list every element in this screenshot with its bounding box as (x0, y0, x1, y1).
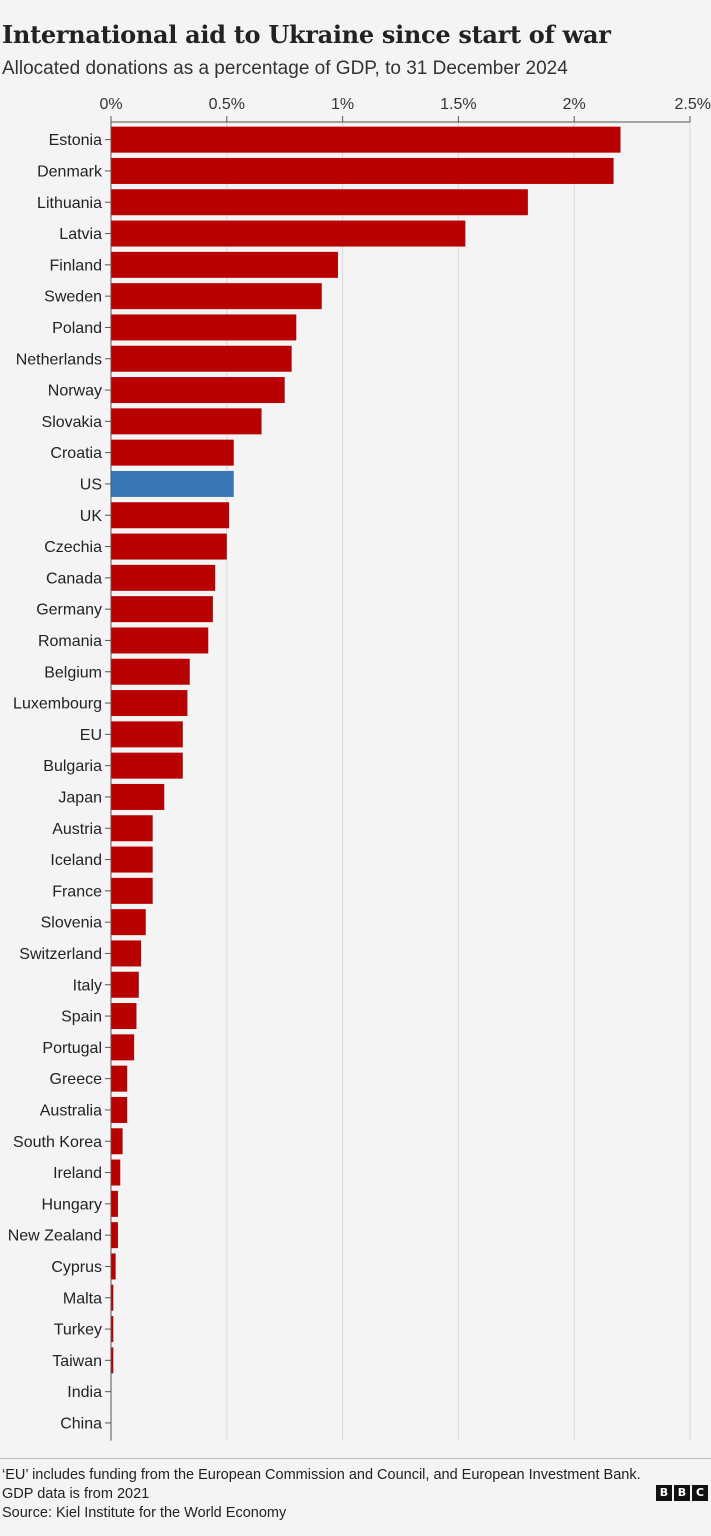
category-label: Australia (40, 1102, 102, 1119)
logo-letter: C (692, 1485, 708, 1501)
bar-italy (111, 971, 139, 998)
category-label: Norway (48, 383, 102, 400)
category-label: Switzerland (19, 946, 102, 963)
logo-letter: B (674, 1485, 690, 1501)
bar-denmark (111, 157, 614, 184)
bar-south-korea (111, 1128, 123, 1155)
bar-france (111, 877, 153, 904)
category-label: Germany (36, 602, 102, 619)
bar-norway (111, 377, 285, 404)
category-label: Bulgaria (43, 758, 102, 775)
category-label: Denmark (37, 163, 103, 180)
bar-germany (111, 596, 213, 623)
category-label: EU (80, 727, 102, 744)
category-label: South Korea (13, 1134, 102, 1151)
bar-ireland (111, 1159, 121, 1186)
bar-malta (111, 1284, 114, 1311)
bar-turkey (111, 1316, 114, 1343)
category-label: Ireland (53, 1165, 102, 1182)
category-label: Poland (52, 320, 102, 337)
footer-source: Source: Kiel Institute for the World Eco… (2, 1505, 287, 1521)
category-label: Portugal (42, 1040, 102, 1057)
category-label: Croatia (50, 445, 102, 462)
footer-divider (0, 1458, 711, 1459)
bbc-logo: B B C (656, 1485, 708, 1501)
category-label: Lithuania (37, 195, 102, 212)
category-label: India (67, 1384, 102, 1401)
logo-letter: B (656, 1485, 672, 1501)
bar-luxembourg (111, 690, 188, 717)
category-label: Taiwan (52, 1353, 102, 1370)
bar-estonia (111, 126, 621, 153)
category-label: Italy (73, 977, 102, 994)
bar-uk (111, 502, 230, 529)
category-label: Finland (50, 257, 102, 274)
category-label: Cyprus (51, 1259, 102, 1276)
category-label: Estonia (49, 132, 102, 149)
category-label: UK (80, 508, 103, 525)
category-label: Romania (38, 633, 102, 650)
x-tick-label: 2.5% (675, 96, 711, 113)
bar-canada (111, 564, 216, 591)
category-label: Luxembourg (13, 696, 102, 713)
x-tick-label: 1% (331, 96, 354, 113)
bar-iceland (111, 846, 153, 873)
bar-greece (111, 1065, 128, 1092)
bar-new-zealand (111, 1222, 118, 1249)
bar-japan (111, 783, 165, 810)
category-label: Slovakia (42, 414, 103, 431)
bar-sweden (111, 283, 322, 310)
bar-lithuania (111, 189, 528, 216)
x-tick-label: 1.5% (440, 96, 476, 113)
bar-us (111, 470, 234, 497)
bar-eu (111, 721, 183, 748)
bar-croatia (111, 439, 234, 466)
category-label: Slovenia (41, 915, 102, 932)
bar-belgium (111, 658, 190, 685)
bar-finland (111, 251, 338, 278)
bar-austria (111, 815, 153, 842)
bar-portugal (111, 1034, 135, 1061)
bar-poland (111, 314, 297, 341)
bar-czechia (111, 533, 227, 560)
bar-hungary (111, 1190, 118, 1217)
category-label: Belgium (44, 664, 102, 681)
chart-subtitle: Allocated donations as a percentage of G… (2, 58, 568, 79)
chart-title: International aid to Ukraine since start… (2, 20, 611, 49)
bar-australia (111, 1096, 128, 1123)
x-tick-label: 2% (563, 96, 586, 113)
bar-switzerland (111, 940, 142, 967)
category-label: Czechia (44, 539, 102, 556)
footer-note: ‘EU’ includes funding from the European … (2, 1467, 641, 1502)
category-label: Latvia (59, 226, 102, 243)
category-label: Netherlands (16, 351, 102, 368)
bar-taiwan (111, 1347, 114, 1374)
category-label: Greece (50, 1071, 103, 1088)
category-label: Hungary (42, 1196, 102, 1213)
category-label: Japan (58, 789, 102, 806)
bar-romania (111, 627, 209, 654)
bar-chart: 0% 0.5% 1% 1.5% 2% 2.5% Estonia Denmark Lithuani… (8, 96, 711, 1441)
bar-cyprus (111, 1253, 116, 1280)
x-tick-label: 0.5% (209, 96, 245, 113)
footer: ‘EU’ includes funding from the European … (2, 1466, 652, 1523)
category-label: France (52, 883, 102, 900)
category-label: Turkey (54, 1322, 102, 1339)
category-label: Malta (63, 1290, 102, 1307)
category-label: New Zealand (8, 1228, 102, 1245)
bar-bulgaria (111, 752, 183, 779)
bar-netherlands (111, 345, 292, 372)
category-label: Spain (61, 1009, 102, 1026)
bar-spain (111, 1003, 137, 1030)
category-label: US (80, 476, 102, 493)
bar-latvia (111, 220, 466, 247)
x-tick-label: 0% (99, 96, 122, 113)
category-label: China (60, 1415, 102, 1432)
bar-slovakia (111, 408, 262, 435)
bar-slovenia (111, 909, 146, 936)
category-label: Sweden (44, 289, 102, 306)
category-label: Canada (46, 570, 102, 587)
category-label: Iceland (50, 852, 102, 869)
category-label: Austria (52, 821, 102, 838)
